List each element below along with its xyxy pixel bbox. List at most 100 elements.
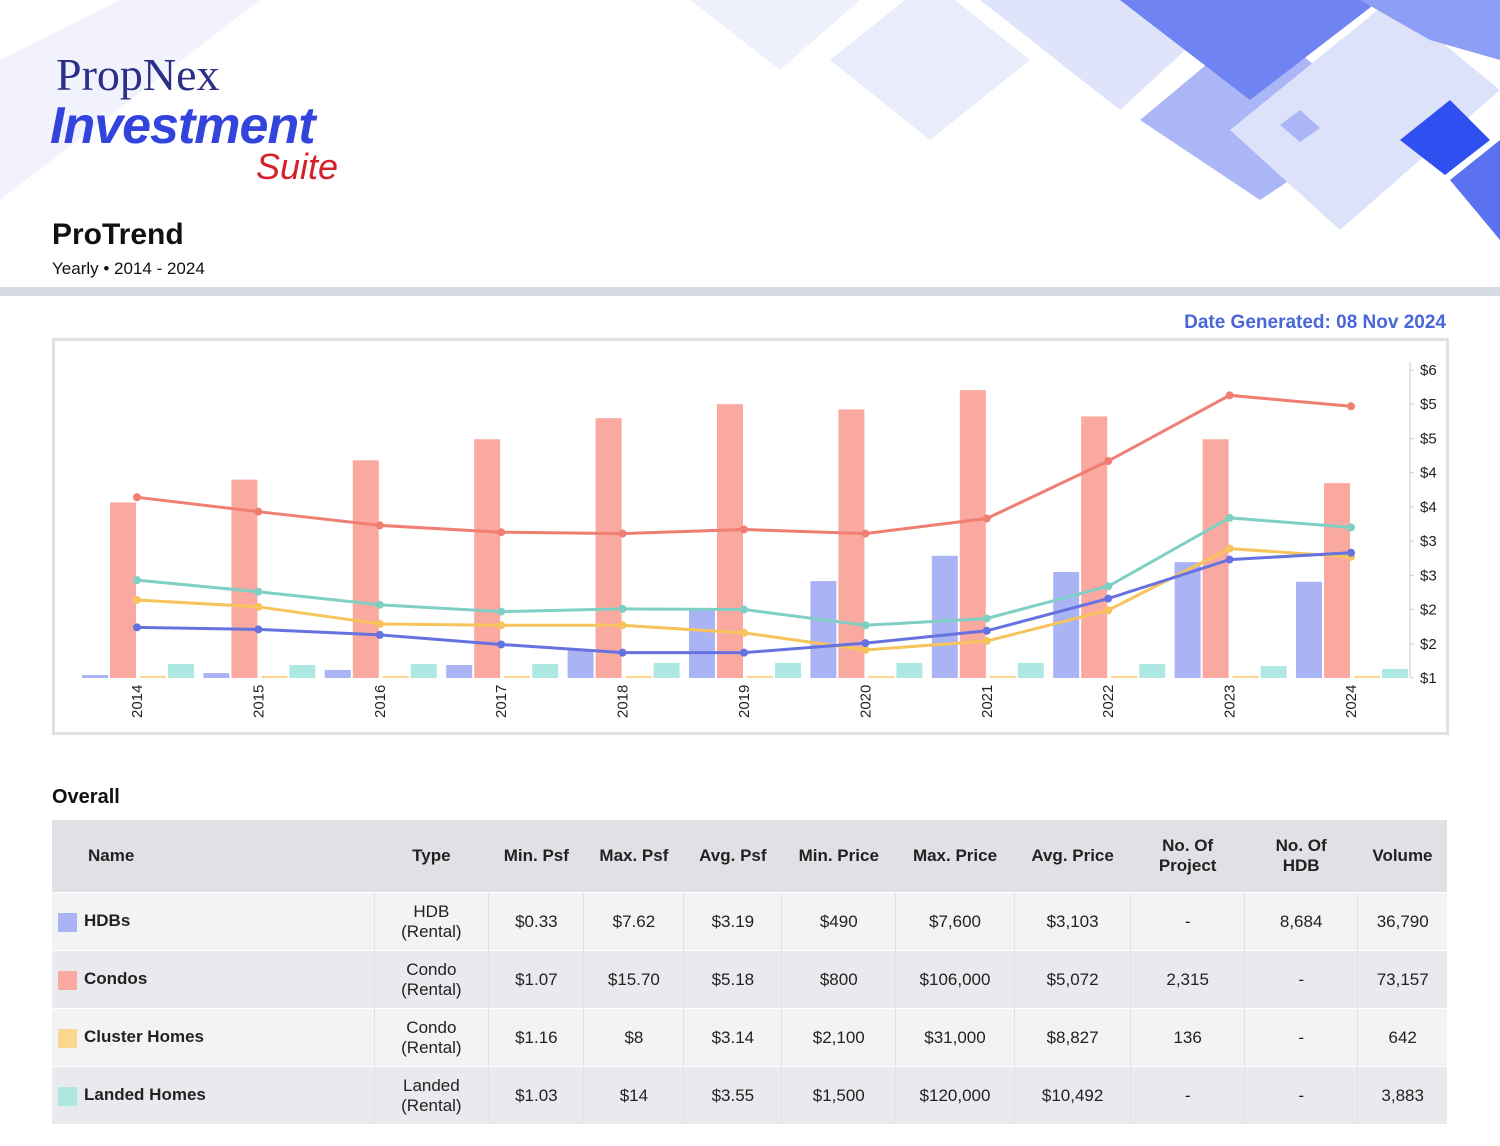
bar — [1354, 675, 1380, 678]
table-cell: HDBs — [52, 892, 374, 951]
y2-tick-label: $6 — [1420, 362, 1437, 379]
y2-tick-label: $2 — [1420, 636, 1437, 653]
cell-text: $3.55 — [711, 1085, 755, 1105]
divider — [0, 287, 1500, 296]
cell-text: Condos — [84, 969, 148, 989]
header-text: Name — [88, 846, 135, 865]
point — [861, 645, 870, 654]
point — [254, 507, 263, 516]
table-cell: - — [1130, 1066, 1245, 1124]
bar — [231, 479, 258, 678]
x-tick-label: 2024 — [1343, 685, 1360, 718]
bar — [140, 675, 166, 678]
bar — [810, 581, 837, 678]
bar — [1111, 675, 1138, 678]
cell-text: Landed Homes — [84, 1085, 206, 1105]
y2-tick-label: $4 — [1420, 465, 1437, 482]
y2-tick-label: $4 — [1420, 499, 1437, 516]
table-cell: $1.16 — [488, 1008, 584, 1067]
chart-frame — [52, 338, 1449, 735]
x-tick-label: 2018 — [615, 685, 632, 718]
x-tick-label: 2019 — [736, 685, 753, 718]
table-cell: $106,000 — [895, 950, 1015, 1009]
bar — [1202, 439, 1229, 678]
cell-text: $1.03 — [515, 1085, 558, 1105]
cell-text: - — [1298, 1085, 1304, 1105]
cell-text: - — [1298, 969, 1304, 989]
table-cell: $7,600 — [895, 892, 1015, 951]
point — [1225, 544, 1234, 553]
bar — [567, 649, 594, 678]
cell-text: $800 — [819, 969, 858, 989]
bar — [324, 669, 351, 678]
point — [982, 637, 991, 646]
x-tick-label: 2020 — [857, 685, 874, 718]
page-subtitle: Yearly • 2014 - 2024 — [52, 259, 205, 278]
x-tick-label: 2022 — [1100, 685, 1117, 718]
cell-text: $5,072 — [1046, 969, 1099, 989]
cell-text: $1.07 — [515, 969, 558, 989]
point — [740, 605, 748, 614]
table-row: Condos Condo (Rental) $1.07 $15.70 $5.18 $800… — [52, 950, 1447, 1009]
header-text: No. Of HDB — [1275, 836, 1327, 875]
column-header: No. Of HDB — [1244, 820, 1358, 893]
cell-text: $106,000 — [919, 969, 991, 989]
bar — [775, 662, 801, 678]
bar — [896, 662, 923, 678]
table-cell: 8,684 — [1243, 892, 1358, 951]
point — [1225, 513, 1234, 522]
cell-text: $7.62 — [612, 911, 656, 931]
table-cell: $15.70 — [583, 950, 684, 1009]
point — [740, 648, 748, 657]
bar — [82, 675, 108, 678]
point — [375, 630, 384, 639]
bar — [689, 609, 715, 678]
table-cell: 642 — [1357, 1008, 1447, 1067]
column-header: Avg. Psf — [683, 820, 782, 893]
column-header: Volume — [1357, 820, 1447, 893]
column-header: Max. Psf — [583, 820, 684, 893]
header-decor — [0, 0, 1500, 240]
line — [136, 393, 1352, 536]
x-tick-label: 2014 — [129, 685, 146, 718]
point — [1225, 555, 1234, 564]
cell-text: $490 — [819, 911, 858, 931]
point — [618, 529, 627, 538]
table-row: Cluster Homes Condo (Rental) $1.16 $8 $3.14 $… — [52, 1008, 1447, 1067]
cell-text: $1.16 — [515, 1027, 558, 1047]
table-cell: Condo (Rental) — [373, 1008, 489, 1067]
column-header: Max. Price — [895, 820, 1015, 893]
bar — [1382, 668, 1408, 678]
bar — [352, 460, 379, 678]
point — [497, 621, 506, 630]
table-cell: 3,883 — [1357, 1066, 1447, 1124]
table-cell: $5,072 — [1013, 950, 1131, 1009]
point — [1104, 457, 1113, 466]
point — [133, 623, 141, 632]
point — [375, 619, 384, 628]
bar — [446, 665, 473, 678]
color-swatch — [58, 970, 77, 990]
point — [497, 640, 506, 649]
bar — [959, 390, 986, 678]
cell-text: Condo (Rental) — [401, 1017, 462, 1057]
column-header: No. Of Project — [1130, 820, 1245, 893]
cell-text: $10,492 — [1041, 1085, 1104, 1105]
x-tick-label: 2023 — [1222, 685, 1239, 718]
cell-text: 2,315 — [1166, 969, 1209, 989]
column-header: Type — [374, 820, 489, 893]
table-cell: $1.03 — [488, 1066, 584, 1124]
bar — [261, 675, 288, 678]
point — [861, 621, 870, 630]
bar — [838, 409, 865, 678]
x-tick-label: 2021 — [979, 685, 996, 718]
table-cell: 73,157 — [1357, 950, 1447, 1009]
cell-text: $14 — [619, 1085, 649, 1105]
table-cell: $3.55 — [683, 1066, 782, 1124]
table-title: Overall — [52, 786, 120, 808]
table-cell: - — [1243, 1008, 1358, 1067]
table-row: Landed Homes Landed (Rental) $1.03 $14 $3.55… — [52, 1066, 1447, 1124]
point — [375, 600, 384, 609]
bar — [410, 663, 437, 678]
